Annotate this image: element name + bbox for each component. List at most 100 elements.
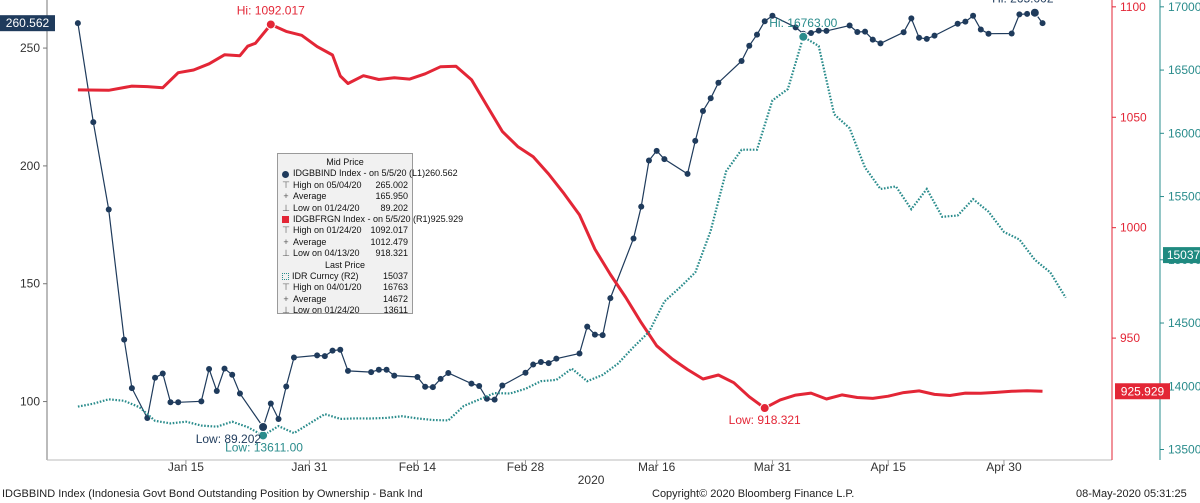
data-point xyxy=(638,203,645,210)
data-point xyxy=(862,28,869,35)
legend-row-label: ⊤ High on 04/01/20 xyxy=(282,282,362,293)
legend-high-icon: ⊤ xyxy=(282,179,290,190)
data-point xyxy=(645,157,652,164)
legend-row: + Average 14672 xyxy=(282,294,408,305)
annotation-label: Low: 89.202 xyxy=(196,432,262,446)
x-axis-tick-label: Apr 30 xyxy=(986,460,1022,474)
legend-high-icon: ⊤ xyxy=(282,225,290,236)
footer-copyright: Copyright© 2020 Bloomberg Finance L.P. xyxy=(652,488,855,500)
annotation-label: Hi: 16763.00 xyxy=(769,16,837,30)
legend-row: ⊥ Low on 01/24/20 89.202 xyxy=(282,203,408,214)
data-point xyxy=(368,369,375,376)
data-point xyxy=(746,42,753,49)
data-point xyxy=(576,350,583,357)
legend-ds-icon xyxy=(282,273,289,281)
data-point xyxy=(923,35,930,42)
data-point xyxy=(977,26,984,33)
data-point xyxy=(931,32,938,39)
data-point xyxy=(707,95,714,102)
annotation-marker xyxy=(798,31,809,42)
data-point xyxy=(684,170,691,177)
legend-avg-icon: + xyxy=(283,236,289,247)
data-point xyxy=(754,31,760,38)
data-point xyxy=(1039,20,1046,27)
data-point xyxy=(290,354,297,361)
data-point xyxy=(429,384,436,391)
legend-row-label: ⊥ Low on 01/24/20 xyxy=(282,202,360,214)
legend-row-label: ⊤ High on 05/04/20 xyxy=(282,179,362,191)
data-point xyxy=(391,372,398,379)
data-point xyxy=(329,347,336,354)
annotation-label: Hi: 265.002 xyxy=(992,0,1054,6)
data-point xyxy=(522,369,529,376)
chart-legend[interactable]: Mid Price IDGBBIND Index - on 5/5/20 (L1… xyxy=(277,153,463,316)
annotation-label: Low: 918.321 xyxy=(729,413,801,427)
legend-row-value: 15037 xyxy=(382,271,408,282)
legend-row-label: ⊤ High on 01/24/20 xyxy=(282,225,361,236)
data-point xyxy=(877,40,884,47)
legend-row: ⊤ High on 05/04/20 265.002 xyxy=(282,180,408,191)
x-axis-tick-label: Mar 16 xyxy=(638,460,676,474)
data-point xyxy=(769,12,776,19)
left-axis-tick-label: 150 xyxy=(20,277,40,291)
legend-low-icon: ⊥ xyxy=(282,305,290,316)
legend-row-text: High on 04/01/20 xyxy=(293,282,362,293)
data-point xyxy=(314,352,321,359)
data-point xyxy=(815,27,822,34)
data-point xyxy=(491,396,498,403)
legend-row: IDGBFRGN Index - on 5/5/20 (R1) 925.929 xyxy=(282,214,463,225)
data-point xyxy=(337,346,344,353)
data-point xyxy=(584,323,591,330)
x-axis-tick-label: Feb 14 xyxy=(399,460,437,474)
legend-dot-icon xyxy=(282,170,289,178)
legend-row: ⊥ Low on 01/24/20 13611 xyxy=(282,305,408,316)
data-point xyxy=(105,206,112,213)
data-point xyxy=(553,355,560,362)
data-point xyxy=(1016,11,1023,18)
x-axis-tick-label: Jan 15 xyxy=(168,460,204,474)
data-point xyxy=(545,360,552,367)
data-point xyxy=(599,332,606,339)
data-point xyxy=(167,399,174,406)
data-point xyxy=(128,385,135,392)
data-point xyxy=(738,58,745,65)
legend-row-value: 89.202 xyxy=(380,202,408,213)
data-point xyxy=(715,79,722,86)
right2-axis-tick-label: 15500 xyxy=(1168,190,1200,204)
annotation-marker xyxy=(258,422,269,433)
data-point xyxy=(900,29,907,36)
legend-low-icon: ⊥ xyxy=(282,248,290,259)
legend-row-value: 165.950 xyxy=(375,191,408,202)
data-point xyxy=(1024,10,1031,17)
data-point xyxy=(121,336,128,343)
legend-row-text: Low on 01/24/20 xyxy=(293,305,360,316)
legend-row-value: 918.321 xyxy=(375,248,408,259)
data-point xyxy=(283,383,290,390)
series-line-idgbfrgn-index xyxy=(77,23,1043,410)
x-axis-tick-label: Feb 28 xyxy=(507,460,545,474)
legend-row-label: ⊥ Low on 01/24/20 xyxy=(282,305,360,316)
legend-last-price-header: Last Price xyxy=(324,259,366,270)
data-point xyxy=(970,12,977,19)
data-point xyxy=(159,370,166,377)
data-point xyxy=(375,366,382,373)
legend-row-text: Low on 01/24/20 xyxy=(293,202,360,213)
right1-axis-tick-label: 950 xyxy=(1120,331,1140,345)
legend-row-label: + Average xyxy=(282,237,326,248)
annotation-marker xyxy=(759,403,770,414)
legend-avg-icon: + xyxy=(283,293,289,304)
x-axis-tick-label: Apr 15 xyxy=(871,460,907,474)
data-point xyxy=(229,371,236,378)
legend-mid-price-header: Mid Price xyxy=(326,157,364,167)
data-point xyxy=(692,137,699,144)
last-value-box xyxy=(0,15,55,32)
data-point xyxy=(761,18,768,25)
chart-svg: 100 150 200 250 950 1000 1050 1100 13500 14000 145… xyxy=(0,0,1200,486)
legend-row-text: IDGBFRGN Index - on 5/5/20 (R1) xyxy=(293,214,431,225)
legend-row-value: 260.562 xyxy=(425,168,458,179)
legend-row-value: 1092.017 xyxy=(370,225,408,236)
data-point xyxy=(854,29,861,36)
legend-row-text: High on 05/04/20 xyxy=(293,179,362,190)
legend-row: ⊤ High on 01/24/20 1092.017 xyxy=(282,225,408,236)
legend-row-label: + Average xyxy=(282,191,326,202)
